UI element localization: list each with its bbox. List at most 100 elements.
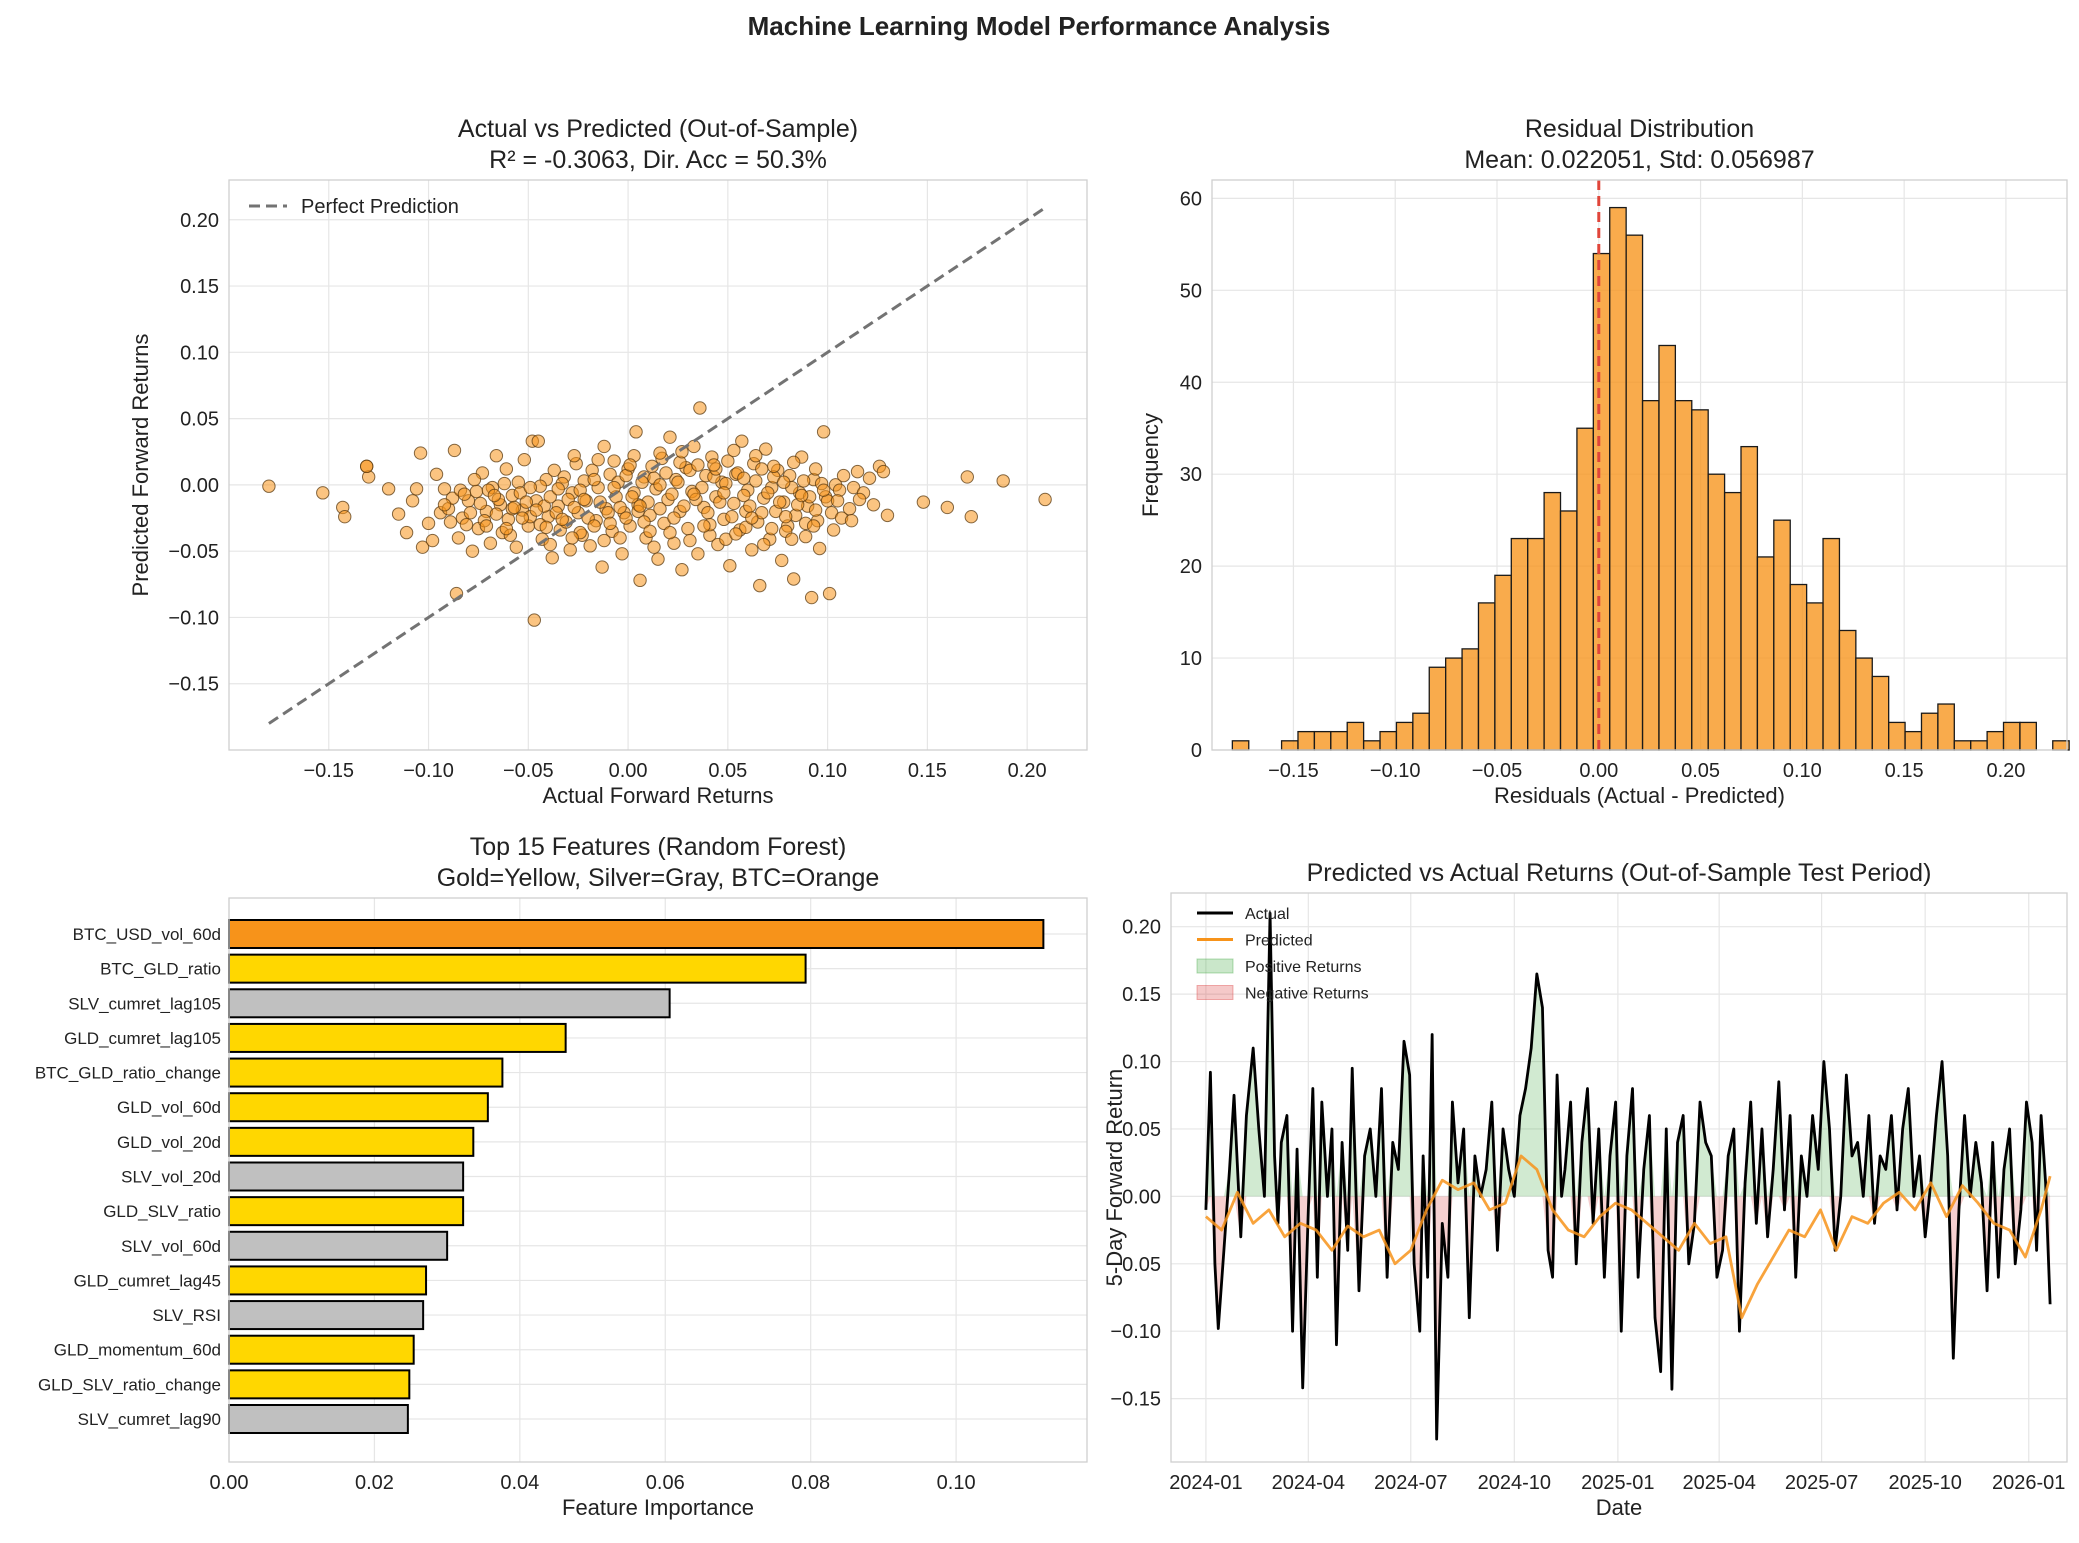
histogram-bar (1559, 510, 1578, 751)
histogram-bar (1888, 721, 1906, 751)
y-tick-label: −0.10 (168, 607, 219, 629)
scatter-point (798, 529, 813, 544)
y-tick-label: 20 (1180, 556, 1202, 578)
x-tick-label: 0.10 (1783, 760, 1822, 782)
scatter-point (465, 544, 480, 558)
histogram-bar (1904, 730, 1923, 751)
scatter-point (391, 507, 406, 521)
scatter-point (743, 499, 757, 513)
chart-title: Residual Distribution (1525, 115, 1754, 143)
scatter-point (507, 500, 522, 515)
histogram-bar (1330, 730, 1348, 751)
feature-bar (228, 1161, 465, 1192)
x-axis-label: Date (1596, 1495, 1642, 1520)
scatter-point (683, 533, 697, 548)
feature-bar (228, 988, 671, 1019)
y-axis-label: 5-Day Forward Return (1102, 1069, 1127, 1287)
x-tick-label: −0.05 (503, 760, 554, 782)
y-tick-label: 0.20 (180, 210, 219, 232)
y-tick-label: −0.10 (1110, 1321, 1161, 1343)
y-tick-label: 0.20 (1122, 917, 1161, 939)
y-tick-label: −0.05 (1110, 1254, 1161, 1276)
scatter-point (359, 459, 374, 474)
legend-swatch-positive (1196, 958, 1234, 974)
x-tick-label: 2025-01 (1581, 1472, 1654, 1494)
y-tick-label: 60 (1180, 188, 1202, 210)
scatter-point (523, 480, 537, 495)
scatter-point (794, 488, 809, 503)
chart-title: Gold=Yellow, Silver=Gray, BTC=Orange (437, 864, 880, 892)
chart-title: R² = -0.3063, Dir. Acc = 50.3% (489, 146, 827, 174)
x-tick-label: 2024-10 (1478, 1472, 1551, 1494)
scatter-point (421, 516, 436, 531)
x-tick-label: 2026-01 (1992, 1472, 2065, 1494)
predicted-line (1204, 1154, 2052, 1320)
scatter-point (409, 482, 424, 496)
y-tick-label: 0.10 (1122, 1052, 1161, 1074)
scatter-point (473, 496, 488, 511)
scatter-point (338, 509, 352, 524)
x-axis-label: Actual Forward Returns (542, 783, 773, 808)
x-axis-label: Feature Importance (562, 1495, 754, 1520)
y-tick-label: 10 (1180, 648, 1202, 670)
scatter-point (816, 483, 831, 497)
scatter-point (625, 490, 639, 504)
scatter-point (777, 475, 791, 489)
scatter-point (675, 563, 689, 577)
scatter-point (786, 455, 801, 470)
y-tick-label: 0.05 (1122, 1119, 1161, 1141)
histogram-bar (1297, 730, 1316, 751)
y-tick-label: 0.10 (180, 342, 219, 364)
scatter-point (701, 506, 715, 520)
scatter-point (687, 439, 701, 454)
scatter-point (597, 439, 611, 454)
scatter-point (759, 442, 773, 456)
scatter-point (447, 443, 462, 458)
x-tick-label: 0.20 (1008, 760, 1047, 782)
scatter-point (587, 519, 601, 533)
y-tick-label: 0 (1191, 740, 1202, 762)
scatter-point (707, 458, 721, 472)
y-tick-label: 0.05 (180, 409, 219, 431)
histogram-panel: Residual Distribution Mean: 0.022051, Std… (1138, 115, 2070, 808)
feature-bar (228, 1300, 425, 1331)
x-tick-label: 0.10 (937, 1472, 976, 1494)
scatter-point (633, 499, 647, 513)
x-tick-label: 0.05 (708, 760, 747, 782)
x-tick-label: 0.08 (791, 1472, 830, 1494)
plot-border (228, 179, 1088, 751)
scatter-point (876, 464, 891, 479)
y-tick-label: 0.15 (180, 276, 219, 298)
scatter-point (653, 502, 667, 516)
scatter-point (615, 547, 629, 561)
scatter-point (619, 511, 633, 525)
scatter-point (563, 543, 577, 557)
scatter-point (960, 470, 974, 484)
scatter-point (667, 511, 681, 525)
histogram-bar (1691, 409, 1709, 751)
histogram-bar (1986, 730, 2005, 751)
scatter-point (565, 531, 579, 545)
feature-name-label: SLV_RSI (152, 1306, 221, 1325)
scatter-point (786, 572, 801, 586)
histogram-bar (1707, 473, 1726, 751)
scatter-point (437, 498, 452, 512)
histogram-bar (1674, 399, 1693, 751)
scatter-point (539, 520, 553, 535)
y-tick-label: −0.15 (168, 674, 219, 696)
scatter-point (749, 449, 763, 463)
scatter-point (717, 486, 731, 500)
histogram-bar (1527, 537, 1545, 751)
feature-bar (228, 919, 1045, 949)
scatter-point (844, 513, 859, 528)
histogram-bar (1773, 519, 1791, 751)
scatter-point (425, 533, 440, 548)
x-tick-label: −0.15 (303, 760, 354, 782)
x-tick-label: 0.00 (609, 760, 648, 782)
legend-label: Negative Returns (1245, 986, 1369, 1003)
histogram-bar (1510, 537, 1529, 751)
histogram-bar (1723, 491, 1742, 751)
scatter-point (623, 458, 637, 472)
scatter-point (405, 494, 420, 508)
